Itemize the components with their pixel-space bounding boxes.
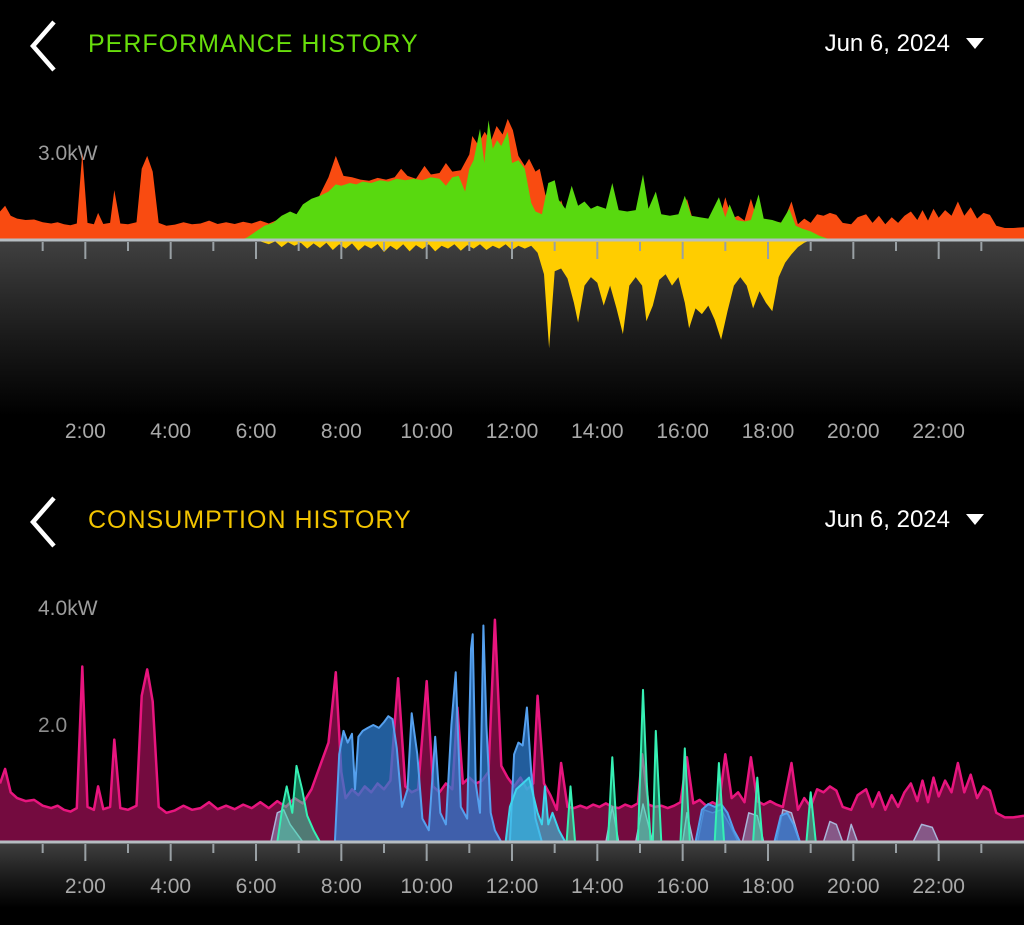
x-axis-label: 20:00: [827, 420, 880, 443]
chevron-left-icon: [26, 20, 60, 77]
y-axis-label-mid: 2.0: [38, 714, 68, 737]
x-axis-label: 12:00: [485, 875, 539, 898]
x-axis-label: 10:00: [400, 875, 453, 898]
x-axis-label: 16:00: [656, 420, 709, 443]
series-cyan-load: [505, 777, 566, 842]
date-picker[interactable]: Jun 6, 2024: [825, 490, 984, 550]
y-axis-label-top: 4.0kW: [38, 597, 98, 620]
date-label: Jun 6, 2024: [824, 506, 950, 533]
consumption-section: CONSUMPTION HISTORY Jun 6, 2024 4.0kW 2.…: [0, 460, 1024, 925]
date-picker[interactable]: Jun 6, 2024: [825, 14, 984, 74]
x-axis-label: 20:00: [827, 875, 880, 898]
x-axis-label: 22:00: [912, 420, 965, 443]
series-export: [251, 240, 811, 349]
series-blue-load-outline: [333, 624, 801, 843]
x-axis-label: 14:00: [571, 875, 624, 898]
consumption-chart-canvas[interactable]: [0, 590, 1024, 910]
x-axis-label: 18:00: [741, 875, 795, 898]
below-axis-gradient: [0, 240, 1024, 416]
chevron-left-icon: [26, 496, 60, 553]
back-button[interactable]: [26, 18, 60, 74]
x-axis-label: 16:00: [656, 875, 709, 898]
page-title: CONSUMPTION HISTORY: [88, 505, 412, 534]
x-axis-label: 10:00: [400, 420, 453, 443]
x-axis-label: 2:00: [64, 875, 106, 898]
axis-line: [0, 238, 1024, 242]
x-axis-label: 14:00: [571, 420, 624, 443]
x-axis-label: 8:00: [320, 420, 362, 443]
series-production: [241, 120, 837, 240]
axis-line: [0, 840, 1024, 844]
series-cyan-load-outline: [504, 776, 567, 843]
consumption-header: CONSUMPTION HISTORY Jun 6, 2024: [0, 490, 1024, 550]
caret-down-icon: [966, 37, 984, 52]
x-axis-label: 2:00: [64, 420, 106, 443]
x-axis-label: 4:00: [150, 875, 192, 898]
x-axis-label: 6:00: [235, 420, 277, 443]
caret-down-icon: [966, 513, 984, 528]
performance-chart-canvas[interactable]: [0, 95, 1024, 425]
page-title: PERFORMANCE HISTORY: [88, 29, 419, 58]
back-button[interactable]: [26, 494, 60, 550]
x-axis-label: 22:00: [912, 875, 965, 898]
x-axis-labels-performance: 2:00 4:00 6:00 8:00 10:00 12:00 14:00 16:00 18:0…: [0, 420, 1024, 446]
x-axis-label: 8:00: [320, 875, 362, 898]
performance-header: PERFORMANCE HISTORY Jun 6, 2024: [0, 14, 1024, 74]
x-axis-label: 18:00: [741, 420, 795, 443]
performance-section: PERFORMANCE HISTORY Jun 6, 2024 3.0kW -3…: [0, 0, 1024, 460]
x-axis-label: 4:00: [150, 420, 192, 443]
series-blue-load: [334, 625, 800, 842]
x-axis-labels-consumption: 2:00 4:00 6:00 8:00 10:00 12:00 14:00 16:00 18:0…: [0, 875, 1024, 901]
x-axis-label: 6:00: [235, 875, 277, 898]
x-axis-label: 12:00: [485, 420, 539, 443]
date-label: Jun 6, 2024: [824, 30, 950, 57]
